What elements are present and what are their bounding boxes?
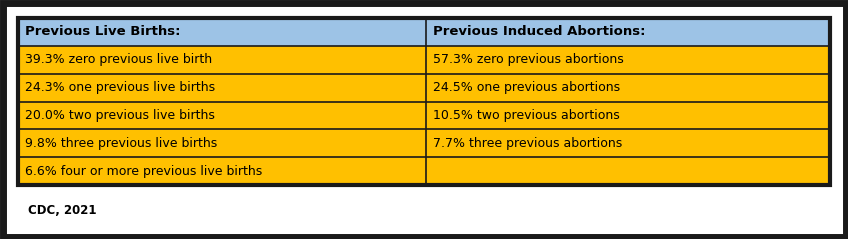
Text: 39.3% zero previous live birth: 39.3% zero previous live birth xyxy=(25,53,212,66)
Bar xyxy=(18,129,426,157)
Text: 7.7% three previous abortions: 7.7% three previous abortions xyxy=(432,137,622,150)
Text: 20.0% two previous live births: 20.0% two previous live births xyxy=(25,109,215,122)
Bar xyxy=(426,46,830,74)
Bar xyxy=(18,46,426,74)
Text: 10.5% two previous abortions: 10.5% two previous abortions xyxy=(432,109,619,122)
Bar xyxy=(426,18,830,46)
Bar xyxy=(426,74,830,102)
Text: 24.5% one previous abortions: 24.5% one previous abortions xyxy=(432,81,620,94)
Bar xyxy=(426,129,830,157)
Text: 57.3% zero previous abortions: 57.3% zero previous abortions xyxy=(432,53,623,66)
Bar xyxy=(18,18,426,46)
Text: Previous Induced Abortions:: Previous Induced Abortions: xyxy=(432,25,645,38)
Bar xyxy=(426,102,830,129)
Text: 9.8% three previous live births: 9.8% three previous live births xyxy=(25,137,217,150)
Bar xyxy=(426,157,830,185)
Bar xyxy=(18,74,426,102)
Bar xyxy=(18,102,426,129)
Bar xyxy=(18,157,426,185)
Text: 6.6% four or more previous live births: 6.6% four or more previous live births xyxy=(25,165,262,178)
Text: CDC, 2021: CDC, 2021 xyxy=(28,203,97,217)
Text: Previous Live Births:: Previous Live Births: xyxy=(25,25,181,38)
Text: 24.3% one previous live births: 24.3% one previous live births xyxy=(25,81,215,94)
Bar xyxy=(18,18,830,185)
